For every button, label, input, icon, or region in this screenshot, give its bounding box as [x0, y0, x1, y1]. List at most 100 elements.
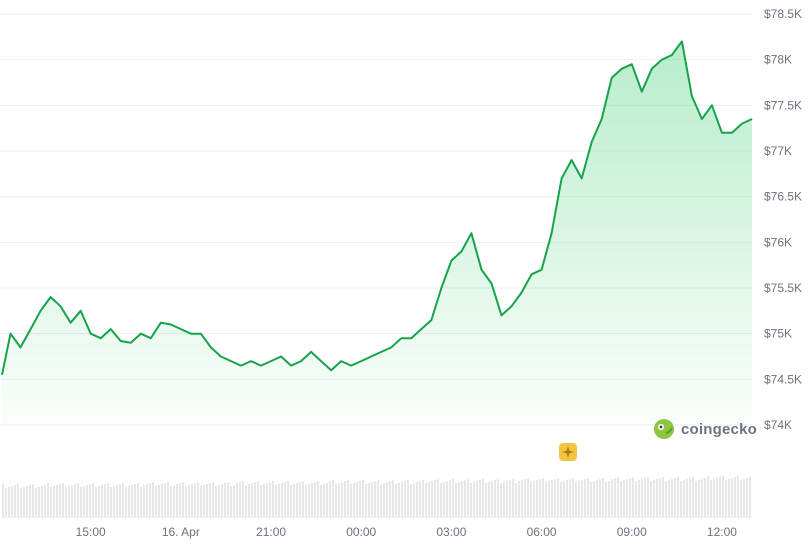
brand-name: coingecko	[681, 420, 757, 438]
volume-bar	[626, 479, 628, 518]
volume-bar	[272, 481, 274, 518]
volume-bar	[392, 480, 394, 518]
volume-bar	[743, 479, 745, 518]
volume-bar	[326, 483, 328, 518]
volume-bar	[602, 478, 604, 518]
volume-bar	[284, 482, 286, 518]
volume-bar	[692, 477, 694, 518]
volume-bar	[47, 483, 49, 518]
volume-bar	[680, 481, 682, 518]
volume-bar	[197, 482, 199, 518]
volume-bar	[158, 485, 160, 518]
volume-bar	[530, 482, 532, 518]
y-tick-label: $75K	[764, 327, 792, 341]
volume-bar	[23, 487, 25, 518]
volume-bar	[620, 481, 622, 518]
volume-bar	[206, 484, 208, 518]
volume-bar	[11, 486, 13, 518]
volume-bar	[245, 485, 247, 518]
volume-bar	[533, 481, 535, 518]
volume-bar	[359, 481, 361, 518]
volume-bar	[113, 486, 115, 518]
volume-bar	[275, 485, 277, 518]
volume-bar	[362, 480, 364, 518]
volume-bar	[413, 483, 415, 518]
volume-bar	[569, 479, 571, 518]
volume-bar	[557, 478, 559, 518]
volume-bar	[575, 482, 577, 518]
volume-bar	[659, 478, 661, 518]
volume-bar	[353, 483, 355, 518]
volume-bar	[62, 483, 64, 518]
volume-bar	[611, 479, 613, 518]
volume-bar	[587, 478, 589, 518]
volume-bar	[494, 480, 496, 518]
volume-bar	[635, 481, 637, 518]
volume-bar	[191, 484, 193, 518]
volume-bar	[17, 484, 19, 518]
volume-bar	[200, 486, 202, 518]
volume-bar	[506, 481, 508, 518]
volume-bar	[221, 484, 223, 518]
volume-bar	[374, 481, 376, 518]
price-area-fill	[2, 41, 752, 426]
volume-bar	[581, 480, 583, 518]
volume-bar	[89, 484, 91, 518]
volume-bar	[281, 483, 283, 518]
volume-bar	[179, 483, 181, 518]
gecko-logo-icon	[653, 418, 675, 440]
y-tick-label: $74K	[764, 418, 792, 432]
volume-bar	[188, 485, 190, 518]
volume-bar	[662, 477, 664, 518]
sparkle-marker-icon[interactable]	[557, 441, 579, 463]
x-tick-label: 12:00	[707, 525, 737, 539]
volume-bar	[599, 479, 601, 518]
volume-bar	[707, 476, 709, 518]
volume-bar	[398, 483, 400, 518]
volume-bar	[596, 480, 598, 518]
volume-bar	[629, 478, 631, 518]
volume-bar	[713, 479, 715, 518]
volume-bar	[488, 482, 490, 518]
volume-bar	[167, 482, 169, 518]
volume-bar	[554, 479, 556, 518]
volume-bar	[731, 478, 733, 518]
volume-bar	[332, 480, 334, 518]
volume-bar	[695, 481, 697, 518]
volume-bar	[425, 483, 427, 518]
volume-bar	[443, 482, 445, 518]
volume-bar	[152, 482, 154, 518]
volume-bar	[125, 487, 127, 518]
volume-bar	[734, 477, 736, 518]
x-tick-label: 00:00	[346, 525, 376, 539]
volume-bar	[227, 482, 229, 518]
x-tick-label: 03:00	[436, 525, 466, 539]
y-tick-label: $78.5K	[764, 7, 802, 21]
volume-bar	[449, 480, 451, 518]
volume-bar	[92, 483, 94, 518]
price-line[interactable]	[1, 40, 753, 376]
volume-bar	[287, 481, 289, 518]
volume-bar	[368, 483, 370, 518]
volume-bar	[344, 481, 346, 518]
volume-bar	[140, 487, 142, 518]
y-tick-label: $78K	[764, 53, 792, 67]
volume-bar	[431, 481, 433, 518]
volume-bar	[689, 478, 691, 518]
volume-bar	[350, 484, 352, 518]
volume-bar	[716, 478, 718, 518]
y-tick-label: $75.5K	[764, 281, 802, 295]
volume-bar	[215, 486, 217, 518]
volume-bar	[725, 480, 727, 518]
x-tick-label: 21:00	[256, 525, 286, 539]
volume-bar	[503, 482, 505, 518]
volume-bar	[485, 483, 487, 518]
volume-bar	[740, 480, 742, 518]
volume-bar	[389, 481, 391, 518]
volume-bar	[704, 478, 706, 518]
volume-bar	[509, 480, 511, 518]
x-tick-label: 09:00	[617, 525, 647, 539]
volume-bar	[155, 486, 157, 518]
volume-bar	[584, 479, 586, 518]
